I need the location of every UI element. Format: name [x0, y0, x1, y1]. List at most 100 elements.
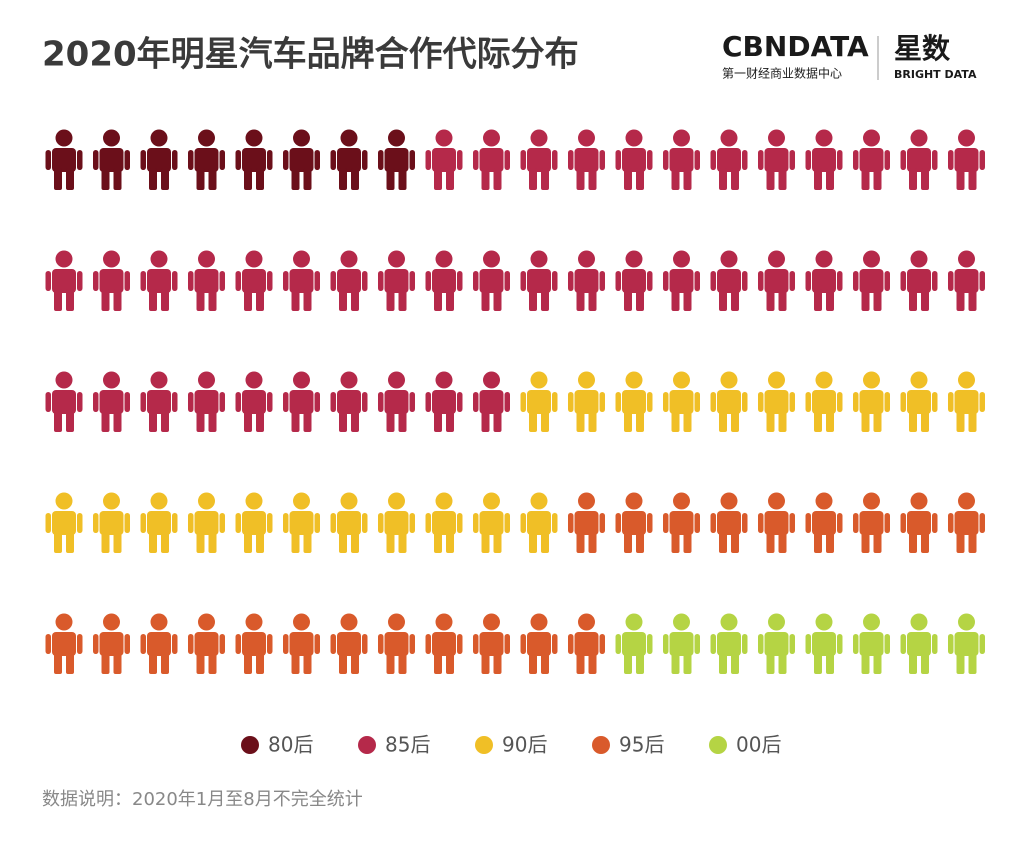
- icon-leg: [731, 410, 739, 432]
- icon-torso: [52, 390, 76, 414]
- icon-leg: [624, 531, 632, 553]
- icon-leg: [873, 168, 882, 190]
- icon-leg: [493, 168, 502, 190]
- icon-torso: [147, 269, 171, 293]
- icon-leg: [873, 531, 882, 553]
- icon-leg: [731, 289, 739, 311]
- icon-arm: [552, 271, 558, 291]
- icon-leg: [968, 168, 977, 190]
- icon-arm: [362, 271, 368, 291]
- person-icon: [758, 371, 795, 432]
- icon-arm: [409, 634, 415, 654]
- icon-leg: [921, 410, 929, 432]
- icon-torso: [954, 148, 979, 172]
- icon-arm: [647, 150, 653, 170]
- icon-torso: [907, 390, 931, 414]
- logo-brand: CBNDATA: [722, 30, 869, 63]
- icon-arm: [219, 392, 225, 412]
- icon-leg: [303, 168, 312, 190]
- icon-leg: [481, 410, 490, 432]
- icon-torso: [52, 632, 76, 656]
- icon-torso: [99, 148, 124, 172]
- icon-leg: [113, 531, 122, 553]
- icon-torso: [384, 511, 409, 535]
- icon-leg: [101, 531, 110, 553]
- icon-arm: [789, 150, 795, 170]
- icon-leg: [921, 652, 929, 674]
- icon-leg: [446, 168, 454, 190]
- icon-arm: [932, 513, 938, 533]
- icon-leg: [624, 410, 632, 432]
- icon-arm: [837, 513, 843, 533]
- icon-torso: [289, 269, 314, 293]
- icon-leg: [101, 652, 110, 674]
- icon-leg: [386, 168, 395, 190]
- icon-head: [578, 129, 595, 147]
- icon-arm: [219, 271, 225, 291]
- icon-arm: [853, 392, 859, 412]
- icon-head: [483, 250, 500, 268]
- icon-leg: [719, 652, 727, 674]
- icon-arm: [663, 513, 669, 533]
- chart-title: 2020年明星汽车品牌合作代际分布: [42, 35, 579, 75]
- icon-arm: [710, 150, 716, 170]
- icon-head: [198, 492, 215, 510]
- icon-leg: [588, 289, 597, 311]
- person-icon: [235, 492, 273, 553]
- icon-arm: [314, 150, 320, 170]
- icon-leg: [291, 652, 300, 674]
- person-icon: [93, 492, 130, 553]
- icon-leg: [398, 289, 407, 311]
- icon-arm: [520, 271, 526, 291]
- icon-arm: [267, 392, 273, 412]
- icon-arm: [758, 634, 764, 654]
- icon-head: [198, 129, 215, 147]
- logo-name-sub: BRIGHT DATA: [894, 68, 977, 81]
- icon-head: [245, 492, 263, 510]
- icon-leg: [778, 289, 787, 311]
- icon-leg: [493, 531, 502, 553]
- icon-torso: [242, 269, 266, 293]
- icon-arm: [694, 150, 700, 170]
- icon-arm: [599, 392, 605, 412]
- icon-torso: [337, 390, 361, 414]
- icon-leg: [149, 531, 157, 553]
- icon-leg: [576, 652, 585, 674]
- icon-arm: [663, 634, 669, 654]
- person-icon: [425, 492, 463, 553]
- icon-leg: [244, 168, 252, 190]
- icon-head: [863, 250, 880, 268]
- person-icon: [235, 371, 273, 432]
- icon-leg: [481, 531, 490, 553]
- icon-head: [435, 613, 453, 631]
- icon-arm: [140, 634, 146, 654]
- icon-arm: [124, 271, 130, 291]
- icon-leg: [624, 289, 632, 311]
- icon-arm: [599, 634, 605, 654]
- icon-torso: [242, 632, 266, 656]
- icon-arm: [378, 271, 384, 291]
- icon-leg: [956, 410, 965, 432]
- icon-arm: [378, 513, 384, 533]
- icon-leg: [671, 168, 680, 190]
- person-icon: [758, 613, 795, 674]
- icon-arm: [124, 392, 130, 412]
- person-icon: [45, 129, 83, 190]
- icon-leg: [196, 289, 205, 311]
- icon-arm: [884, 634, 890, 654]
- icon-arm: [140, 150, 146, 170]
- icon-arm: [409, 392, 415, 412]
- icon-leg: [66, 410, 74, 432]
- icon-torso: [764, 269, 789, 293]
- icon-leg: [529, 410, 537, 432]
- icon-leg: [541, 531, 549, 553]
- icon-torso: [242, 148, 266, 172]
- person-icon: [378, 613, 415, 674]
- icon-leg: [66, 652, 74, 674]
- icon-arm: [979, 392, 985, 412]
- icon-arm: [568, 513, 574, 533]
- icon-torso: [194, 148, 219, 172]
- icon-head: [910, 613, 928, 631]
- icon-head: [103, 613, 120, 631]
- icon-torso: [289, 511, 314, 535]
